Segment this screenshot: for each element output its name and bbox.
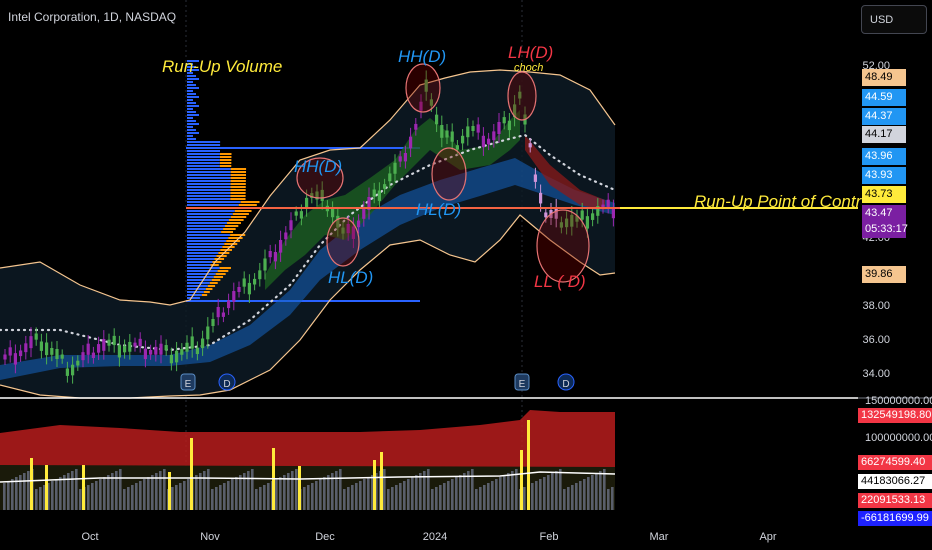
- volume-profile: [187, 60, 260, 299]
- time-label-2: Nov: [200, 531, 220, 543]
- volume-badge-5: -66181699.99: [858, 511, 932, 526]
- volume-spike-2: [45, 465, 48, 510]
- price-label-3: 38.00: [862, 300, 890, 312]
- volume-badge-1: 132549198.80: [858, 408, 932, 423]
- hh-label-2: HH(D): [398, 47, 446, 66]
- volume-spike-7: [298, 466, 301, 510]
- swing-circle-1[interactable]: [296, 157, 344, 199]
- event-marker-4[interactable]: D: [562, 379, 569, 390]
- time-label-1: Oct: [81, 531, 98, 543]
- volume-spike-3: [82, 465, 85, 510]
- time-label-4: 2024: [423, 531, 447, 543]
- price-badge-9: 05:33:17: [862, 221, 908, 238]
- price-badge-5: 43.96: [862, 148, 906, 165]
- price-badge-4: 44.17: [862, 126, 906, 143]
- swing-circle-4[interactable]: [326, 217, 360, 267]
- run-up-volume-label: Run-Up Volume: [162, 57, 282, 76]
- price-badge-6: 43.93: [862, 167, 906, 184]
- choch-label: choch: [514, 62, 543, 74]
- time-label-3: Dec: [315, 531, 335, 543]
- hl-label-1: HL(D): [328, 268, 373, 287]
- swing-circle-6[interactable]: [536, 209, 590, 283]
- volume-badge-4: 22091533.13: [858, 493, 932, 508]
- time-label-6: Mar: [650, 531, 669, 543]
- price-label-5: 34.00: [862, 368, 890, 380]
- volume-spike-9: [380, 452, 383, 510]
- run-up-poc-label: Run-Up Point of Contr: [694, 192, 863, 211]
- volume-badge-3: 44183066.27: [858, 474, 932, 489]
- symbol-title[interactable]: Intel Corporation, 1D, NASDAQ: [8, 10, 177, 24]
- volume-spike-11: [527, 420, 530, 510]
- price-badge-8: 43.47: [862, 205, 906, 222]
- lh-label: LH(D): [508, 43, 553, 62]
- volume-spike-4: [168, 472, 171, 510]
- swing-circle-2[interactable]: [405, 63, 441, 113]
- swing-circle-3[interactable]: [431, 147, 467, 201]
- time-label-7: Apr: [759, 531, 776, 543]
- ema-ribbon-red: [525, 135, 605, 210]
- price-badge-10: 39.86: [862, 266, 906, 283]
- candlesticks: [3, 70, 615, 384]
- volume-label-1: 150000000.00: [865, 395, 932, 407]
- volume-label-2: 100000000.00: [865, 432, 932, 444]
- volume-spike-1: [30, 458, 33, 510]
- volume-band-fill: [0, 410, 615, 470]
- volume-pane[interactable]: [0, 410, 616, 510]
- price-badge-1: 48.49: [862, 69, 906, 86]
- sma-dotted-line: [0, 133, 617, 352]
- price-badge-7: 43.73: [862, 186, 906, 203]
- bollinger-upper: [0, 69, 616, 306]
- event-marker-3[interactable]: E: [519, 379, 526, 390]
- currency-button[interactable]: USD: [861, 5, 927, 34]
- ll-label: LL ( D): [534, 272, 586, 291]
- price-badge-2: 44.59: [862, 89, 906, 106]
- time-axis[interactable]: Oct Nov Dec 2024 Feb Mar Apr: [81, 531, 776, 543]
- volume-badge-2: 66274599.40: [858, 455, 932, 470]
- swing-circle-5[interactable]: [507, 71, 537, 121]
- ema-ribbon-blue: [0, 158, 615, 380]
- hl-label-2: HL(D): [416, 200, 461, 219]
- volume-spike-8: [373, 460, 376, 510]
- volume-spike-10: [520, 450, 523, 510]
- volume-spike-5: [190, 438, 193, 510]
- hh-label-1: HH(D): [294, 157, 342, 176]
- event-marker-1[interactable]: E: [185, 379, 192, 390]
- price-label-4: 36.00: [862, 334, 890, 346]
- volume-ma-line: [0, 471, 616, 483]
- price-badge-3: 44.37: [862, 108, 906, 125]
- time-label-5: Feb: [540, 531, 559, 543]
- event-marker-2[interactable]: D: [223, 379, 230, 390]
